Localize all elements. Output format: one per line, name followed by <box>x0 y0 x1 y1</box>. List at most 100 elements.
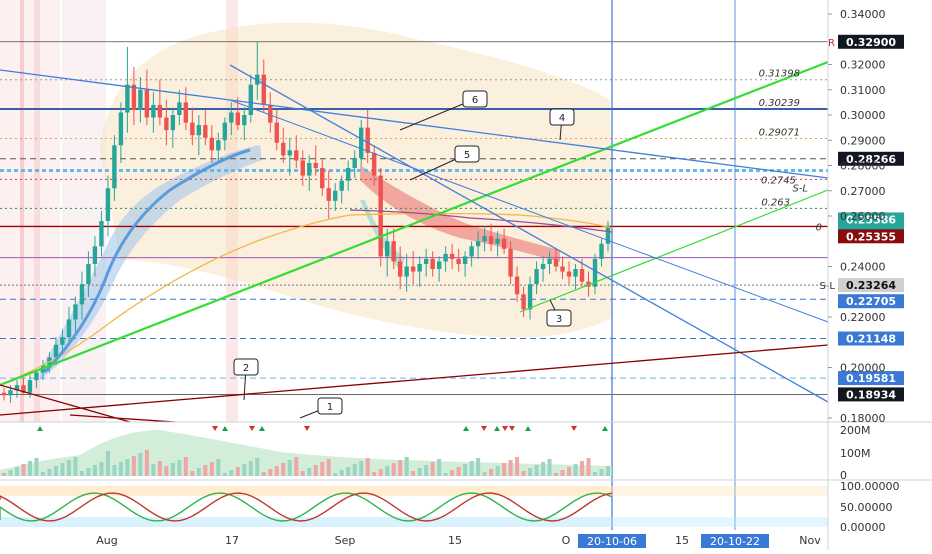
candle-body <box>229 112 234 123</box>
y-tick-label-1: 0.32000 <box>840 59 886 72</box>
y-tick-label-2: 0.31000 <box>840 84 886 97</box>
candle-body <box>294 150 299 161</box>
ema-ribbon-blue <box>40 145 262 380</box>
annotation-pointer-6 <box>399 98 476 131</box>
candle-body <box>274 122 279 143</box>
volume-bar <box>560 470 565 476</box>
candle-body <box>436 261 442 270</box>
volume-bar <box>307 468 312 476</box>
price-tag-box-0 <box>838 34 904 49</box>
price-tag-value-2: 0.25586 <box>846 213 896 226</box>
volume-bar <box>209 462 214 476</box>
volume-bar <box>313 465 318 476</box>
level-label-1: 0.30239 <box>759 98 800 109</box>
x-highlight-box-0 <box>578 534 646 548</box>
sma-orange <box>0 212 613 386</box>
candle-body <box>352 157 357 169</box>
candle-body <box>547 258 552 264</box>
candle-body <box>242 115 247 126</box>
annotation-label-4: 4 <box>559 113 565 124</box>
x-tick-label-0: Aug <box>96 534 117 547</box>
volume-bar <box>14 467 19 476</box>
sell-marker-4 <box>502 426 508 431</box>
volume-bar <box>99 462 104 476</box>
candle-body <box>469 246 474 257</box>
candle-body <box>196 125 202 136</box>
candle-body <box>281 142 286 156</box>
volume-bar <box>144 450 149 476</box>
candle-body <box>170 115 176 131</box>
candle-body <box>27 380 33 393</box>
candle-body <box>560 266 565 272</box>
candle-body <box>216 140 221 151</box>
volume-bar <box>170 463 175 476</box>
volume-bar <box>235 467 240 476</box>
candle-body <box>112 145 117 189</box>
candle-body <box>410 266 416 272</box>
volume-cloud <box>0 430 612 476</box>
oscillator-axis-label-0: 100.00000 <box>840 480 900 493</box>
volume-bar <box>606 466 610 476</box>
volume-bar <box>66 460 71 476</box>
volume-bar <box>326 459 331 476</box>
red-stripe-3 <box>226 0 238 422</box>
oversold-band-future <box>612 517 828 527</box>
candle-body <box>66 319 72 338</box>
oversold-band <box>0 517 612 527</box>
level-label-2: 0.29071 <box>759 127 800 138</box>
candle-body <box>203 125 208 138</box>
x-highlight-box-1 <box>701 534 769 548</box>
candle-body <box>482 236 487 242</box>
y-tick-label-10: 0.20000 <box>840 362 886 375</box>
volume-bar <box>424 465 429 476</box>
annotation-box-2 <box>233 358 259 376</box>
candle-body <box>326 188 331 201</box>
candle-body <box>164 117 169 131</box>
volume-bar <box>151 464 156 476</box>
volume-bar <box>443 473 448 476</box>
candles-layer <box>1 41 611 476</box>
candle-body <box>333 190 338 201</box>
red-stripe-2 <box>34 0 40 422</box>
volume-bar <box>339 470 344 476</box>
candle-body <box>566 271 572 277</box>
buy-marker-1 <box>222 426 228 431</box>
price-tag-box-5 <box>838 278 904 293</box>
candle-body <box>14 385 20 391</box>
volume-bar <box>463 464 468 476</box>
level-label-6: 0 <box>816 222 822 233</box>
overbought-band-future <box>612 486 828 496</box>
volume-bar <box>411 471 416 476</box>
sell-marker-1 <box>249 426 255 431</box>
blue-trendline-parallel <box>229 99 829 323</box>
candle-body <box>579 269 585 282</box>
volume-bar <box>333 473 338 476</box>
volume-axis-label-0: 200M <box>840 424 871 437</box>
oscillator-axis-label-1: 50.00000 <box>840 501 893 514</box>
candle-body <box>527 284 533 310</box>
background-layer <box>0 0 828 530</box>
price-tag-value-7: 0.21148 <box>846 333 896 346</box>
volume-bar <box>268 469 273 476</box>
volume-bar <box>177 460 182 476</box>
candle-body <box>125 84 130 113</box>
annotation-label-6: 6 <box>472 95 478 106</box>
candle-body <box>307 162 312 176</box>
volume-bar <box>183 457 188 476</box>
volume-bar <box>586 458 591 476</box>
volume-bar <box>190 471 195 476</box>
volume-axis-label-2: 0 <box>840 469 847 482</box>
candle-body <box>209 137 215 151</box>
sell-marker-2 <box>304 426 310 431</box>
candle-body <box>99 221 104 247</box>
volume-bar <box>573 464 578 476</box>
x-tick-label-4: O <box>562 534 571 547</box>
volume-bar <box>274 466 279 476</box>
volume-axis-label-1: 100M <box>840 447 871 460</box>
candle-body <box>131 84 137 110</box>
volume-bar <box>86 468 91 476</box>
volume-bar <box>359 461 364 476</box>
candle-body <box>573 269 578 277</box>
